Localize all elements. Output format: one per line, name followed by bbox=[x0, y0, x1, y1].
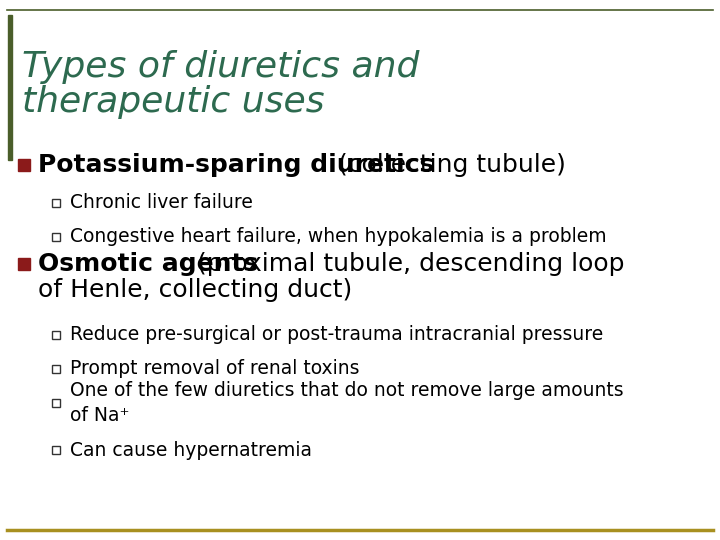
Bar bbox=[52, 331, 60, 339]
Bar bbox=[52, 331, 60, 339]
Text: One of the few diuretics that do not remove large amounts
of Na⁺: One of the few diuretics that do not rem… bbox=[70, 381, 624, 425]
Bar bbox=[52, 399, 60, 407]
Text: of Henle, collecting duct): of Henle, collecting duct) bbox=[38, 278, 352, 302]
Text: (collecting tubule): (collecting tubule) bbox=[330, 153, 565, 177]
Bar bbox=[8, 15, 12, 160]
Text: Types of diuretics and: Types of diuretics and bbox=[22, 50, 419, 84]
Text: Chronic liver failure: Chronic liver failure bbox=[70, 193, 253, 213]
Text: Can cause hypernatremia: Can cause hypernatremia bbox=[70, 441, 312, 460]
Bar bbox=[52, 399, 60, 407]
Bar bbox=[52, 365, 60, 373]
Bar bbox=[52, 199, 60, 207]
Text: Reduce pre-surgical or post-trauma intracranial pressure: Reduce pre-surgical or post-trauma intra… bbox=[70, 326, 603, 345]
Bar bbox=[52, 446, 60, 454]
Bar bbox=[52, 446, 60, 454]
Text: (proximal tubule, descending loop: (proximal tubule, descending loop bbox=[189, 252, 625, 276]
Text: therapeutic uses: therapeutic uses bbox=[22, 85, 325, 119]
Text: Prompt removal of renal toxins: Prompt removal of renal toxins bbox=[70, 360, 359, 379]
Text: Potassium-sparing diuretics: Potassium-sparing diuretics bbox=[38, 153, 434, 177]
Bar bbox=[52, 233, 60, 241]
Bar bbox=[52, 199, 60, 207]
Bar bbox=[18, 258, 30, 270]
Bar bbox=[52, 365, 60, 373]
Bar bbox=[18, 159, 30, 171]
Bar bbox=[52, 233, 60, 241]
Text: Congestive heart failure, when hypokalemia is a problem: Congestive heart failure, when hypokalem… bbox=[70, 227, 607, 246]
Text: Osmotic agents: Osmotic agents bbox=[38, 252, 258, 276]
